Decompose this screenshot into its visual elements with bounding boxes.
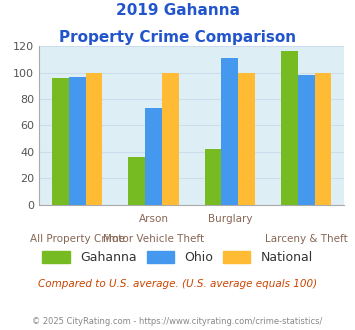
Bar — [238, 73, 255, 205]
Text: Compared to U.S. average. (U.S. average equals 100): Compared to U.S. average. (U.S. average … — [38, 279, 317, 289]
Bar — [129, 157, 145, 205]
Bar — [145, 108, 162, 205]
Text: 2019 Gahanna: 2019 Gahanna — [115, 3, 240, 18]
Text: © 2025 CityRating.com - https://www.cityrating.com/crime-statistics/: © 2025 CityRating.com - https://www.city… — [32, 317, 323, 326]
Text: Larceny & Theft: Larceny & Theft — [265, 234, 348, 244]
Bar — [281, 51, 298, 205]
Bar — [315, 73, 331, 205]
Text: All Property Crime: All Property Crime — [30, 234, 125, 244]
Text: Arson: Arson — [138, 214, 169, 224]
Text: Burglary: Burglary — [208, 214, 252, 224]
Bar — [222, 58, 238, 205]
Bar — [162, 73, 179, 205]
Bar — [86, 73, 102, 205]
Bar — [205, 149, 222, 205]
Bar — [69, 77, 86, 205]
Bar — [52, 78, 69, 205]
Bar — [298, 75, 315, 205]
Text: Property Crime Comparison: Property Crime Comparison — [59, 30, 296, 45]
Text: Motor Vehicle Theft: Motor Vehicle Theft — [103, 234, 204, 244]
Legend: Gahanna, Ohio, National: Gahanna, Ohio, National — [37, 246, 318, 269]
